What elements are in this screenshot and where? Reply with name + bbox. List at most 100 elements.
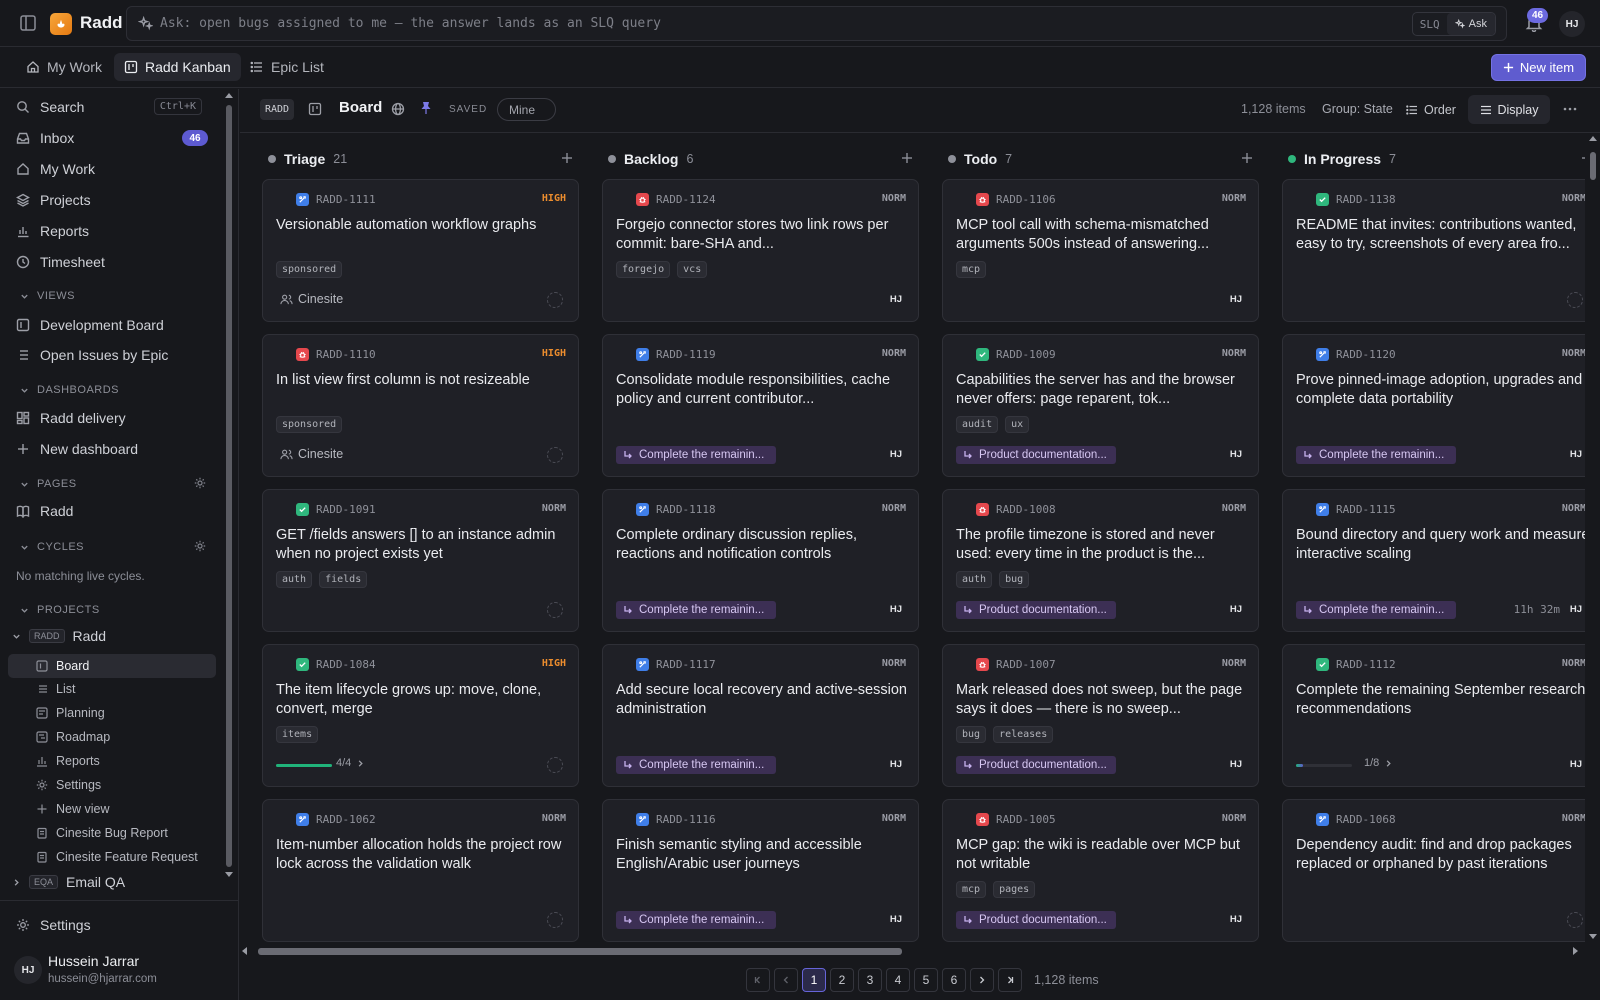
scroll-up-arrow-icon[interactable] — [225, 93, 233, 98]
issue-card[interactable]: RADD-1008 NORM The profile timezone is sto… — [942, 489, 1259, 632]
label-chip[interactable]: pages — [993, 881, 1036, 898]
epic-chip[interactable]: Complete the remainin... — [616, 446, 776, 464]
epic-chip[interactable]: Complete the remainin... — [1296, 446, 1456, 464]
label-chip[interactable]: sponsored — [276, 261, 343, 278]
issue-card[interactable]: RADD-1005 NORM MCP gap: the wiki is readab… — [942, 799, 1259, 942]
sidebar-item-open-issues-by-epic[interactable]: Open Issues by Epic — [16, 344, 168, 366]
unassigned-avatar[interactable] — [547, 602, 563, 618]
pages-settings-icon[interactable] — [194, 477, 206, 489]
sidebar-project-email-qa[interactable]: EQA Email QA — [12, 871, 125, 893]
issue-card[interactable]: RADD-1119 NORM Consolidate module responsi… — [602, 334, 919, 477]
label-chip[interactable]: fields — [319, 571, 368, 588]
add-item-icon[interactable] — [1581, 152, 1585, 164]
unassigned-avatar[interactable] — [1567, 292, 1583, 308]
order-button[interactable]: Order — [1400, 97, 1462, 123]
first-page-button[interactable] — [746, 968, 770, 992]
sidebar-item-board[interactable]: Board — [8, 654, 216, 678]
issue-id[interactable]: RADD-1124 — [656, 193, 716, 206]
label-chip[interactable]: auth — [956, 571, 993, 588]
issue-card[interactable]: RADD-1007 NORM Mark released does not swee… — [942, 644, 1259, 787]
mine-filter-pill[interactable]: Mine — [497, 98, 556, 121]
label-chip[interactable]: bug — [999, 571, 1030, 588]
sidebar-scrollbar[interactable] — [223, 89, 235, 881]
display-button[interactable]: Display — [1468, 95, 1550, 124]
assignee-avatar[interactable]: HJ — [889, 449, 902, 460]
assignee-avatar[interactable]: HJ — [1229, 294, 1242, 305]
issue-id[interactable]: RADD-1007 — [996, 658, 1056, 671]
sidebar-item-planning[interactable]: Planning — [36, 703, 105, 723]
epic-chip[interactable]: Complete the remainin... — [616, 756, 776, 774]
scroll-down-arrow-icon[interactable] — [1589, 934, 1597, 939]
issue-card[interactable]: RADD-1062 NORM Item-number allocation hold… — [262, 799, 579, 942]
issue-id[interactable]: RADD-1068 — [1336, 813, 1396, 826]
unassigned-avatar[interactable] — [547, 292, 563, 308]
epic-chip[interactable]: Complete the remainin... — [616, 911, 776, 929]
scroll-down-arrow-icon[interactable] — [225, 872, 233, 877]
sidebar-item-reports[interactable]: Reports — [16, 220, 89, 242]
issue-id[interactable]: RADD-1091 — [316, 503, 376, 516]
unassigned-avatar[interactable] — [547, 447, 563, 463]
ask-bar[interactable]: Ask: open bugs assigned to me — the answ… — [126, 6, 1507, 41]
tab-epic-list[interactable]: Epic List — [240, 53, 334, 81]
scroll-right-arrow-icon[interactable] — [1573, 947, 1578, 955]
label-chip[interactable]: sponsored — [276, 416, 343, 433]
issue-card[interactable]: RADD-1118 NORM Complete ordinary discussio… — [602, 489, 919, 632]
cycles-settings-icon[interactable] — [194, 540, 206, 552]
issue-id[interactable]: RADD-1138 — [1336, 193, 1396, 206]
issue-card[interactable]: RADD-1110 HIGH In list view first column i… — [262, 334, 579, 477]
client-field[interactable]: Cinesite — [280, 447, 343, 461]
page-button-3[interactable]: 3 — [858, 968, 882, 992]
add-item-icon[interactable] — [901, 152, 913, 164]
page-button-5[interactable]: 5 — [914, 968, 938, 992]
label-chip[interactable]: ux — [1005, 416, 1030, 433]
issue-id[interactable]: RADD-1115 — [1336, 503, 1396, 516]
assignee-avatar[interactable]: HJ — [1229, 449, 1242, 460]
label-chip[interactable]: bug — [956, 726, 987, 743]
projects-section-header[interactable]: PROJECTS — [20, 603, 100, 617]
issue-id[interactable]: RADD-1116 — [656, 813, 716, 826]
issue-card[interactable]: RADD-1124 NORM Forgejo connector stores tw… — [602, 179, 919, 322]
label-chip[interactable]: auth — [276, 571, 313, 588]
label-chip[interactable]: mcp — [956, 261, 987, 278]
epic-chip[interactable]: Product documentation... — [956, 446, 1116, 464]
add-item-icon[interactable] — [561, 152, 573, 164]
assignee-avatar[interactable]: HJ — [1229, 604, 1242, 615]
issue-id[interactable]: RADD-1119 — [656, 348, 716, 361]
project-key-chip[interactable]: RADD — [260, 99, 295, 120]
client-field[interactable]: Cinesite — [280, 292, 343, 306]
last-page-button[interactable] — [998, 968, 1022, 992]
sidebar-item-inbox[interactable]: Inbox — [16, 127, 74, 149]
issue-card[interactable]: RADD-1091 NORM GET /fields answers [] to a… — [262, 489, 579, 632]
issue-id[interactable]: RADD-1111 — [316, 193, 376, 206]
assignee-avatar[interactable]: HJ — [889, 604, 902, 615]
page-button-1[interactable]: 1 — [802, 968, 826, 992]
user-avatar[interactable]: HJ — [1559, 11, 1585, 37]
progress-label[interactable]: 1/8 — [1364, 757, 1393, 769]
sidebar-item-search[interactable]: Search — [16, 96, 84, 118]
issue-card[interactable]: RADD-1116 NORM Finish semantic styling and… — [602, 799, 919, 942]
globe-icon[interactable] — [391, 102, 405, 116]
group-by-label[interactable]: Group: State — [1322, 102, 1393, 116]
label-chip[interactable]: releases — [993, 726, 1054, 743]
progress-label[interactable]: 4/4 — [336, 757, 365, 769]
issue-id[interactable]: RADD-1084 — [316, 658, 376, 671]
pages-section-header[interactable]: PAGES — [20, 477, 77, 491]
user-avatar[interactable]: HJ — [14, 956, 42, 984]
issue-card[interactable]: RADD-1138 NORM README that invites: contri… — [1282, 179, 1585, 322]
issue-id[interactable]: RADD-1009 — [996, 348, 1056, 361]
label-chip[interactable]: mcp — [956, 881, 987, 898]
assignee-avatar[interactable]: HJ — [889, 294, 902, 305]
assignee-avatar[interactable]: HJ — [1229, 914, 1242, 925]
page-button-2[interactable]: 2 — [830, 968, 854, 992]
tab-my-work[interactable]: My Work — [16, 53, 112, 81]
assignee-avatar[interactable]: HJ — [1229, 759, 1242, 770]
assignee-avatar[interactable]: HJ — [889, 914, 902, 925]
issue-card[interactable]: RADD-1009 NORM Capabilities the server has… — [942, 334, 1259, 477]
app-logo[interactable] — [50, 13, 72, 35]
issue-id[interactable]: RADD-1008 — [996, 503, 1056, 516]
next-page-button[interactable] — [970, 968, 994, 992]
label-chip[interactable]: items — [276, 726, 319, 743]
scroll-left-arrow-icon[interactable] — [242, 947, 247, 955]
scroll-up-arrow-icon[interactable] — [1589, 136, 1597, 141]
cycles-section-header[interactable]: CYCLES — [20, 540, 84, 554]
